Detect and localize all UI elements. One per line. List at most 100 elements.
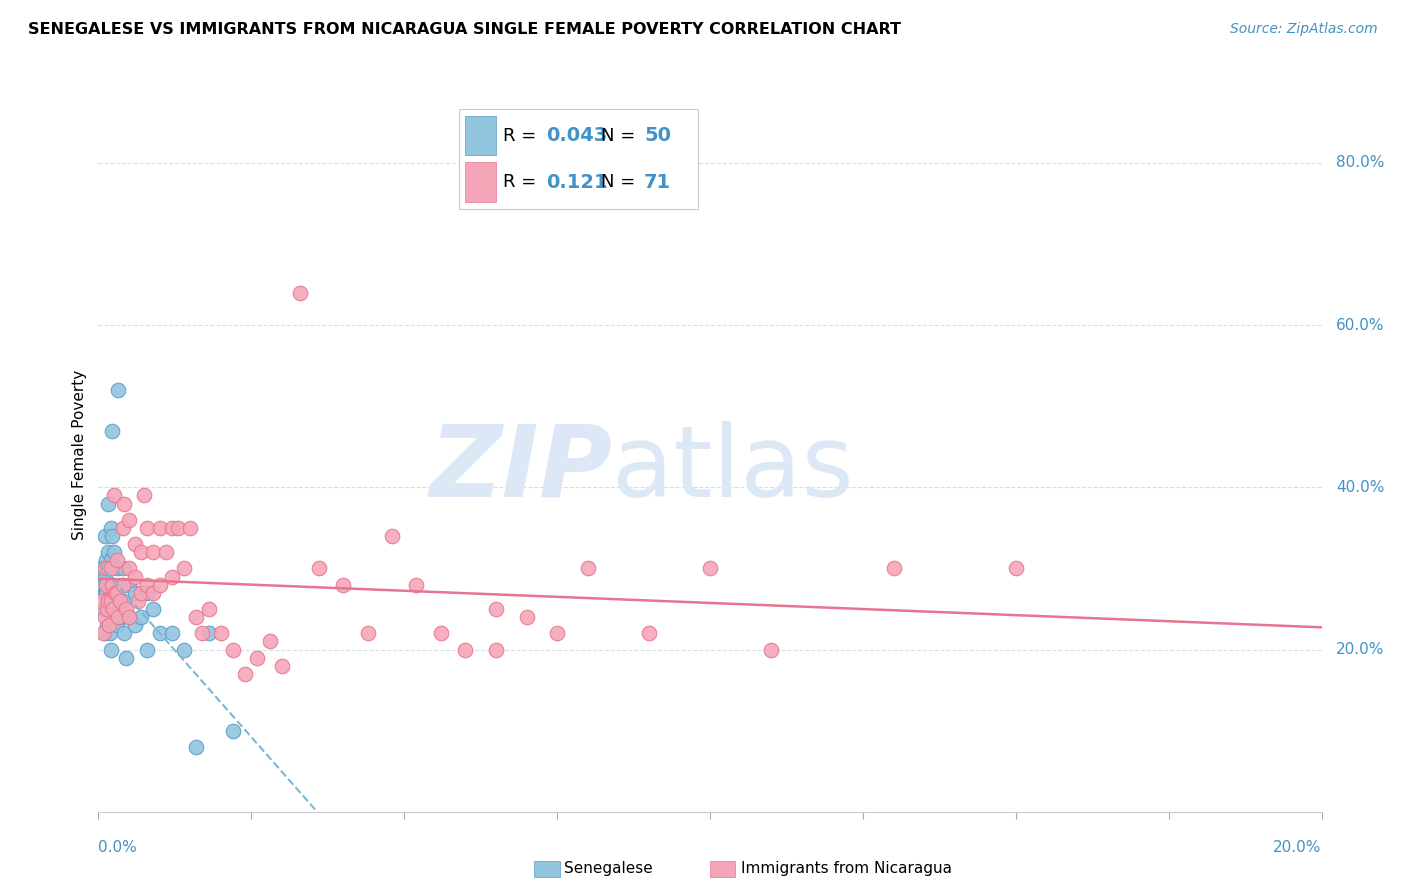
Point [430,626,453,640]
Point [124,586,146,600]
Point [97,594,120,608]
Point [118,610,141,624]
Point [699,561,721,575]
Point [100,521,122,535]
Point [197,602,219,616]
Point [103,602,125,616]
Point [576,561,599,575]
Text: 40.0%: 40.0% [1336,480,1385,495]
Point [173,561,195,575]
Point [1004,561,1026,575]
Point [96,586,118,600]
Text: 50: 50 [644,127,671,145]
Point [149,577,172,591]
Point [136,577,159,591]
Point [105,594,128,608]
Point [124,569,146,583]
Point [91,577,114,591]
Point [90,561,112,575]
Point [155,545,177,559]
Point [308,561,330,575]
Text: Senegalese: Senegalese [564,862,652,876]
Point [142,586,165,600]
Point [136,586,159,600]
Point [103,545,125,559]
Point [111,521,134,535]
Point [149,626,172,640]
Point [104,586,127,600]
Point [222,723,245,738]
Point [134,488,156,502]
Point [100,594,122,608]
Point [112,497,135,511]
Point [118,513,141,527]
Point [101,577,124,591]
Point [94,553,117,567]
Point [105,586,128,600]
Point [108,577,131,591]
Point [136,521,159,535]
Point [290,285,312,300]
Point [516,610,538,624]
Point [105,561,128,575]
Point [101,529,124,543]
Point [124,618,146,632]
Point [259,634,281,648]
Point [97,545,120,559]
Point [127,594,149,608]
Point [93,529,115,543]
Point [93,561,115,575]
Y-axis label: Single Female Poverty: Single Female Poverty [72,370,87,540]
Point [546,626,568,640]
Point [101,577,124,591]
Point [104,586,127,600]
Text: 80.0%: 80.0% [1336,155,1385,170]
Point [136,642,159,657]
Point [98,626,121,640]
Point [96,618,118,632]
Point [209,626,232,640]
Text: N =: N = [602,127,641,145]
Point [97,561,120,575]
Text: R =: R = [503,173,548,191]
Point [100,642,122,657]
Text: 0.121: 0.121 [546,173,607,192]
Point [101,602,124,616]
Point [883,561,905,575]
Point [142,602,165,616]
Point [100,561,122,575]
Point [90,594,112,608]
Text: R =: R = [503,127,543,145]
Point [381,529,404,543]
Point [93,569,115,583]
Point [149,521,172,535]
Text: Source: ZipAtlas.com: Source: ZipAtlas.com [1230,22,1378,37]
Point [111,577,134,591]
Text: 0.043: 0.043 [546,127,607,145]
Point [233,666,256,681]
Text: 20.0%: 20.0% [1336,642,1385,657]
Point [124,537,146,551]
Point [332,577,354,591]
Point [160,626,183,640]
Point [100,586,122,600]
Point [485,642,508,657]
Point [129,545,152,559]
Point [118,561,141,575]
Point [246,650,269,665]
Point [222,642,245,657]
Point [98,594,121,608]
Point [103,488,125,502]
Point [160,521,183,535]
Point [98,618,121,632]
Point [96,602,118,616]
Point [115,602,138,616]
Point [107,383,129,397]
Point [101,424,124,438]
Point [167,521,190,535]
Text: Immigrants from Nicaragua: Immigrants from Nicaragua [741,862,952,876]
Text: SENEGALESE VS IMMIGRANTS FROM NICARAGUA SINGLE FEMALE POVERTY CORRELATION CHART: SENEGALESE VS IMMIGRANTS FROM NICARAGUA … [28,22,901,37]
Point [97,497,120,511]
Point [97,594,120,608]
Point [93,586,115,600]
